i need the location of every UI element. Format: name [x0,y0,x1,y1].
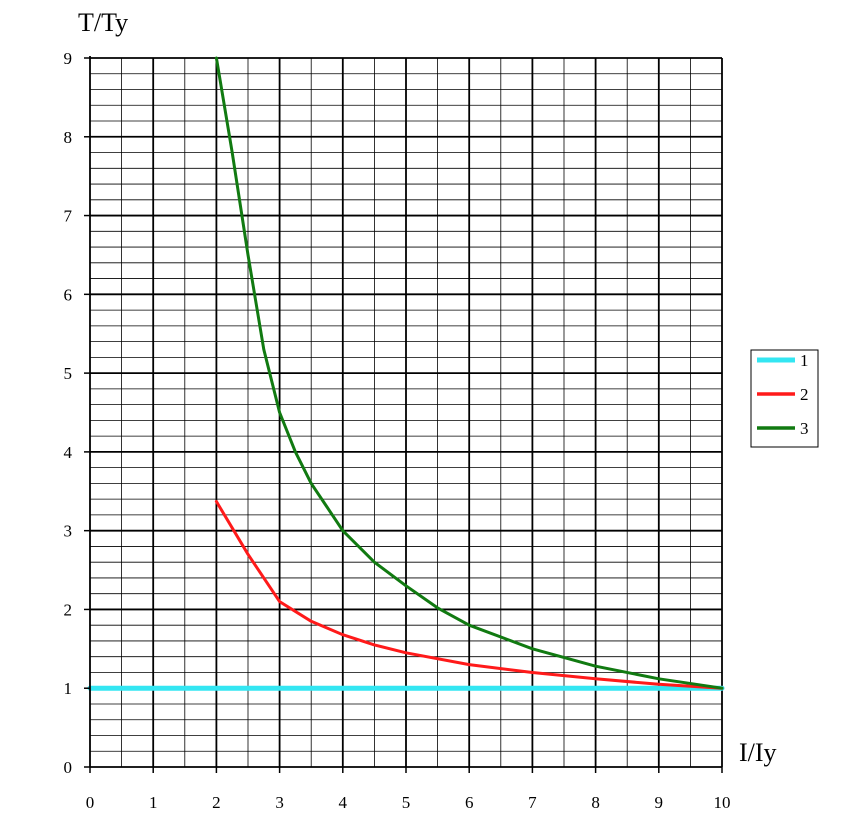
x-tick-label: 4 [339,793,348,812]
x-tick-label: 7 [528,793,537,812]
y-tick-label: 7 [64,207,73,226]
x-tick-label: 6 [465,793,474,812]
legend-label-2: 2 [800,385,809,404]
series-line-2 [214,500,724,690]
x-tick-label: 0 [86,793,95,812]
x-tick-label: 2 [212,793,221,812]
legend-label-1: 1 [800,351,809,370]
axes [84,56,723,773]
x-tick-label: 8 [591,793,600,812]
x-tick-label: 10 [714,793,731,812]
series-lines [87,56,725,691]
legend-label-3: 3 [800,419,809,438]
legend-box [750,349,819,448]
x-axis-label: I/Iy [739,738,777,767]
x-tick-label: 5 [402,793,411,812]
y-tick-label: 9 [64,49,73,68]
y-tick-label: 4 [64,443,73,462]
y-tick-label: 5 [64,364,73,383]
x-tick-label: 1 [149,793,158,812]
y-tick-label: 3 [64,522,73,541]
x-tick-label: 9 [655,793,664,812]
y-tick-label: 6 [64,285,73,304]
y-tick-label: 8 [64,128,73,147]
x-tick-label: 3 [275,793,284,812]
y-tick-label: 0 [64,758,73,777]
legend: 1 2 3 [750,349,819,448]
y-axis-label: T/Ty [78,8,128,37]
y-tick-label: 2 [64,600,73,619]
series-line-3 [214,56,724,690]
y-tick-label: 1 [64,679,73,698]
x-tick-labels: 0 1 2 3 4 5 6 7 8 9 10 [86,793,731,812]
y-tick-labels: 0 1 2 3 4 5 6 7 8 9 [64,49,73,777]
